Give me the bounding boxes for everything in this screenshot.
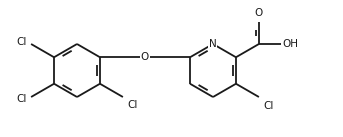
Text: Cl: Cl	[17, 94, 27, 104]
Text: Cl: Cl	[127, 100, 137, 110]
Text: O: O	[141, 52, 149, 62]
Text: O: O	[255, 8, 263, 18]
Text: OH: OH	[282, 39, 298, 49]
Text: Cl: Cl	[263, 101, 273, 111]
Text: Cl: Cl	[17, 37, 27, 47]
Text: N: N	[209, 39, 217, 49]
